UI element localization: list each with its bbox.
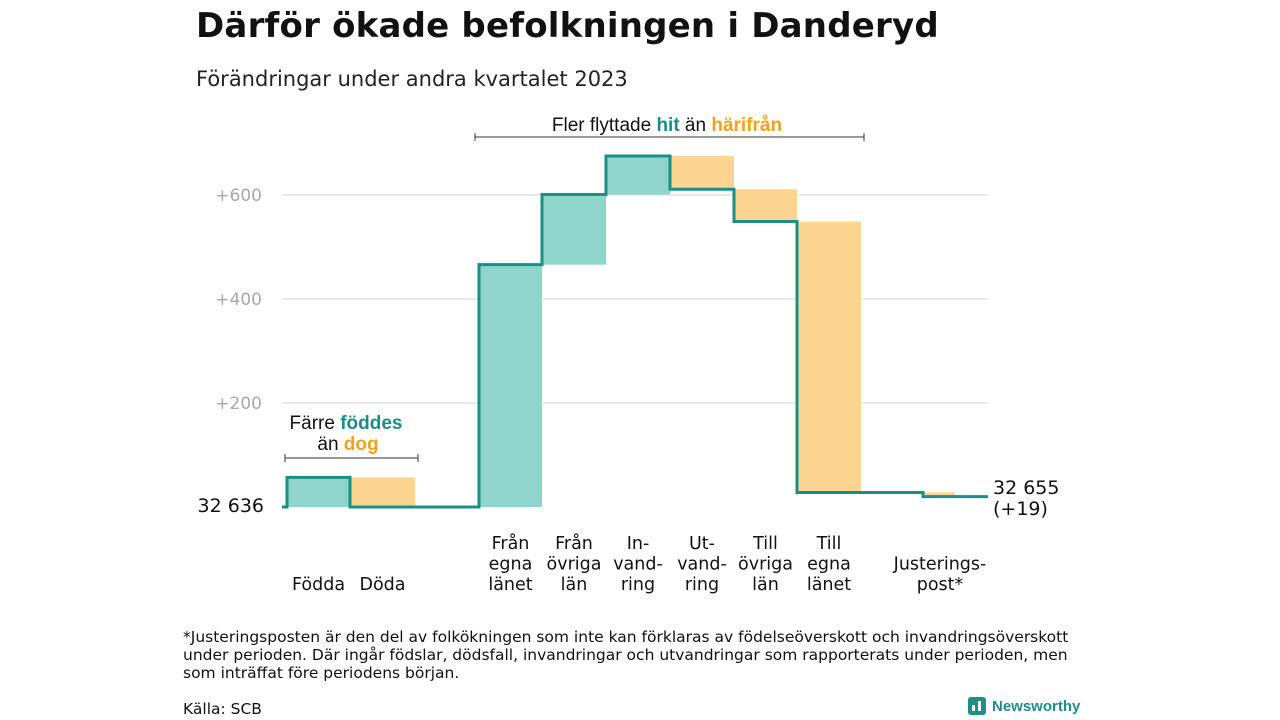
category-label: Till <box>816 534 842 554</box>
annotation-births-line1: Färre föddes <box>290 413 403 434</box>
category-label: Döda <box>359 575 405 595</box>
source-note: Källa: SCB <box>183 700 262 718</box>
category-label: post* <box>917 575 964 595</box>
category-label: Från <box>492 533 530 554</box>
bar-chart-icon <box>968 697 986 715</box>
category-label: Ut- <box>689 534 715 554</box>
category-label: länet <box>807 575 851 595</box>
category-label: länet <box>488 575 532 595</box>
y-tick-label: +400 <box>215 290 262 310</box>
annotation-segment: Färre <box>290 413 341 434</box>
category-label: ring <box>685 575 719 595</box>
waterfall-bar <box>797 221 861 493</box>
waterfall-bar <box>606 156 670 195</box>
y-tick-label: +600 <box>215 186 262 206</box>
end-value-label: (+19) <box>993 498 1048 520</box>
level-line <box>282 154 988 509</box>
category-label: Födda <box>292 575 345 595</box>
annotation-segment: än <box>317 434 343 455</box>
category-label: län <box>752 575 779 595</box>
category-label: län <box>561 575 588 595</box>
annotation-births-line2: än dog <box>317 434 378 455</box>
annotation-segment: härifrån <box>711 115 782 136</box>
waterfall-bar <box>287 477 350 507</box>
annotation-segment: föddes <box>340 413 402 434</box>
annotation-segment: dog <box>344 434 379 455</box>
footnote: *Justeringsposten är den del av folkökni… <box>183 628 1069 682</box>
annotation-migration: Fler flyttade hit än härifrån <box>552 115 782 136</box>
waterfall-bar <box>479 264 542 507</box>
brand-name: Newsworthy <box>992 697 1081 715</box>
category-label: Justerings- <box>893 555 987 575</box>
category-label: övriga <box>547 555 602 575</box>
page-subtitle: Förändringar under andra kvartalet 2023 <box>196 67 628 91</box>
y-tick-label: +200 <box>215 394 262 414</box>
category-label: vand- <box>613 555 663 575</box>
end-value-label: 32 655 <box>993 477 1059 499</box>
category-label: ring <box>621 575 655 595</box>
waterfall-bar <box>542 194 606 265</box>
category-label: Till <box>752 534 778 554</box>
category-label: Från <box>555 533 593 554</box>
waterfall-bar <box>734 189 797 222</box>
waterfall-bar <box>350 477 415 507</box>
annotation-segment: Fler flyttade <box>552 115 657 136</box>
category-label: egna <box>489 555 533 575</box>
waterfall-bar <box>670 156 734 190</box>
category-label: egna <box>807 555 851 575</box>
category-label: In- <box>627 534 650 554</box>
category-label: vand- <box>677 555 727 575</box>
annotation-segment: än <box>680 115 712 136</box>
category-label: övriga <box>738 555 793 575</box>
annotation-segment: hit <box>656 115 680 136</box>
newsworthy-logo: Newsworthy <box>968 697 1080 715</box>
page-title: Därför ökade befolkningen i Danderyd <box>196 6 939 46</box>
waterfall-bar <box>923 492 955 497</box>
start-value-label: 32 636 <box>198 495 264 517</box>
